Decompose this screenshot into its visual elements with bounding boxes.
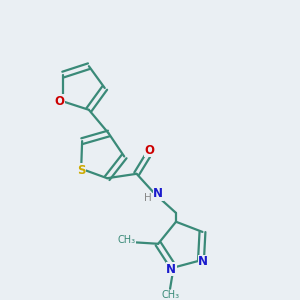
- Text: S: S: [77, 164, 85, 177]
- Text: O: O: [144, 144, 154, 157]
- Text: H: H: [145, 193, 152, 203]
- Text: N: N: [198, 255, 208, 268]
- Text: N: N: [166, 262, 176, 275]
- Text: CH₃: CH₃: [117, 235, 135, 245]
- Text: O: O: [55, 95, 65, 108]
- Text: N: N: [153, 187, 164, 200]
- Text: CH₃: CH₃: [161, 290, 179, 300]
